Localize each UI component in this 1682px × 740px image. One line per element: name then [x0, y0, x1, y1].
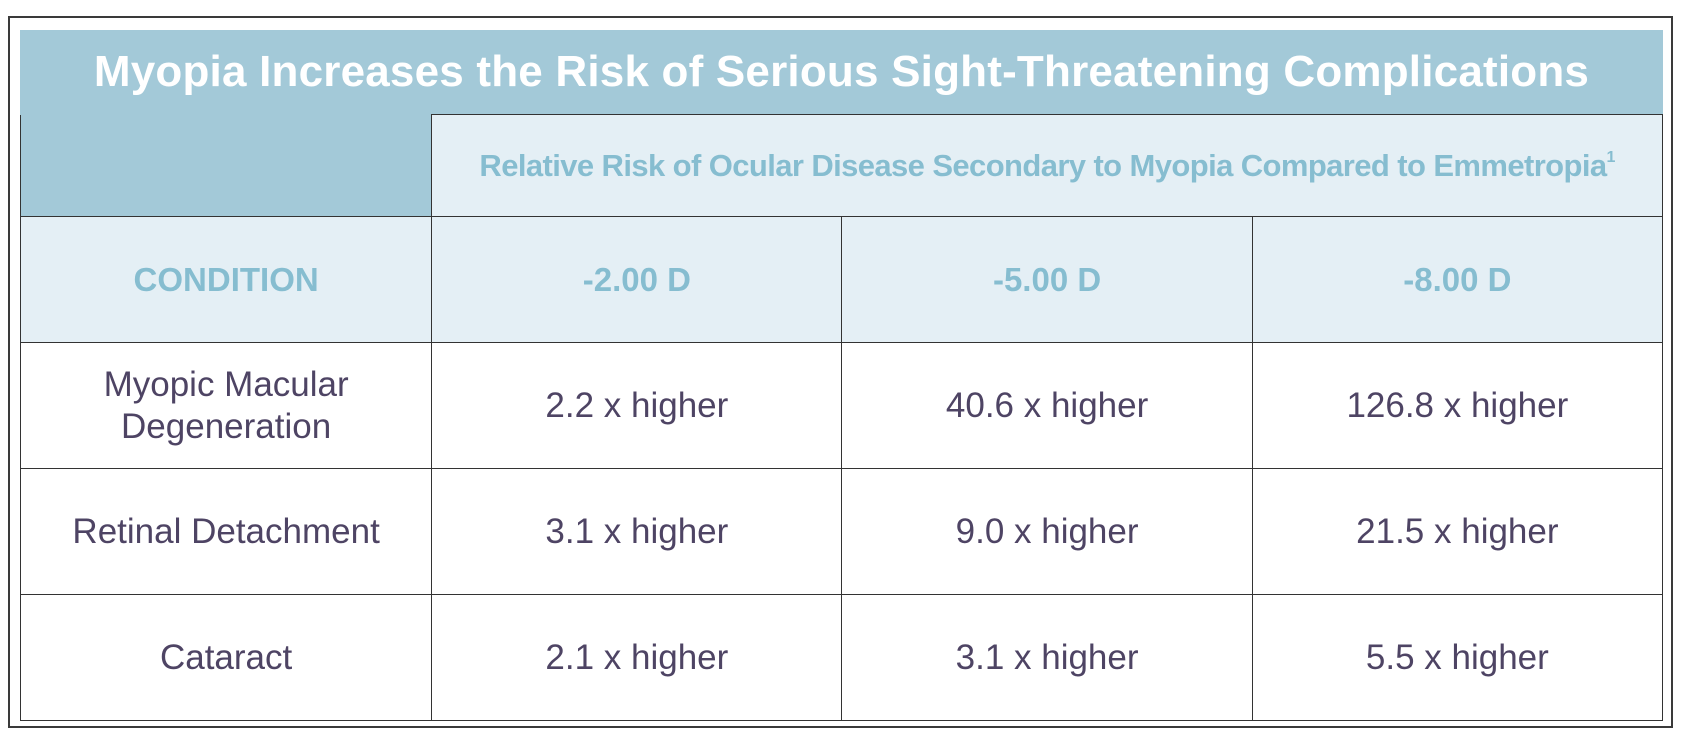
value-cell: 5.5 x higher [1251, 594, 1664, 721]
value-cell: 3.1 x higher [431, 468, 843, 595]
value-cell: 3.1 x higher [841, 594, 1253, 721]
subheader-text: Relative Risk of Ocular Disease Secondar… [479, 147, 1607, 183]
subheader-row: Relative Risk of Ocular Disease Secondar… [19, 114, 1663, 217]
subheader-footnote: 1 [1606, 148, 1615, 166]
subheader-empty-cell [19, 114, 433, 217]
value-cell: 21.5 x higher [1251, 468, 1664, 595]
table-title-text: Myopia Increases the Risk of Serious Sig… [93, 47, 1590, 96]
table-row: Retinal Detachment 3.1 x higher 9.0 x hi… [19, 468, 1664, 595]
table-title: Myopia Increases the Risk of Serious Sig… [20, 30, 1663, 114]
value-cell: 2.2 x higher [431, 342, 843, 469]
condition-cell: Myopic Macular Degeneration [19, 342, 433, 469]
column-header-row: CONDITION -2.00 D -5.00 D -8.00 D [19, 216, 1664, 343]
column-header-2d: -2.00 D [431, 216, 843, 343]
table-frame [8, 16, 1673, 728]
value-cell: 126.8 x higher [1251, 342, 1664, 469]
table-row: Myopic Macular Degeneration 2.2 x higher… [19, 342, 1664, 469]
condition-cell: Retinal Detachment [19, 468, 433, 595]
column-header-8d: -8.00 D [1251, 216, 1664, 343]
risk-table: Relative Risk of Ocular Disease Secondar… [19, 114, 1664, 721]
column-header-condition: CONDITION [19, 216, 433, 343]
value-cell: 9.0 x higher [841, 468, 1253, 595]
column-header-5d: -5.00 D [841, 216, 1253, 343]
value-cell: 2.1 x higher [431, 594, 843, 721]
value-cell: 40.6 x higher [841, 342, 1253, 469]
table-row: Cataract 2.1 x higher 3.1 x higher 5.5 x… [19, 594, 1664, 721]
condition-cell: Cataract [19, 594, 433, 721]
subheader-cell: Relative Risk of Ocular Disease Secondar… [431, 114, 1663, 217]
